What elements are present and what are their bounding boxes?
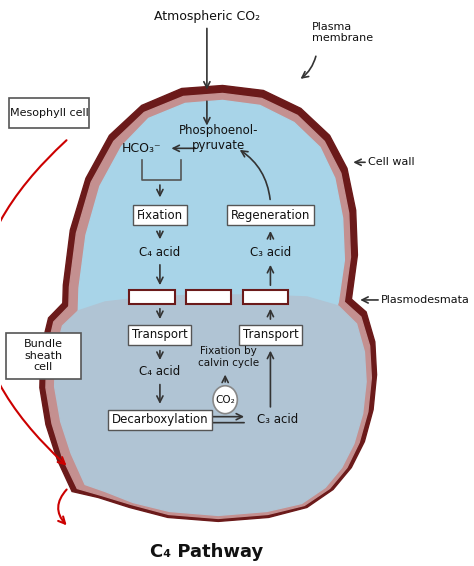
Polygon shape — [40, 282, 376, 521]
Text: C₃ acid: C₃ acid — [250, 246, 291, 259]
FancyBboxPatch shape — [9, 98, 90, 128]
Text: Bundle
sheath
cell: Bundle sheath cell — [24, 339, 63, 372]
Text: CO₂: CO₂ — [215, 395, 235, 405]
Text: HCO₃⁻: HCO₃⁻ — [122, 142, 162, 155]
Text: Mesophyll cell: Mesophyll cell — [10, 109, 89, 118]
Text: Decarboxylation: Decarboxylation — [111, 413, 208, 426]
Text: C₄ Pathway: C₄ Pathway — [150, 543, 264, 561]
FancyArrowPatch shape — [58, 490, 67, 524]
Text: Transport: Transport — [243, 328, 298, 341]
Text: Fixation by
calvin cycle: Fixation by calvin cycle — [198, 346, 259, 368]
Text: Plasmodesmata: Plasmodesmata — [381, 295, 470, 305]
Text: C₄ acid: C₄ acid — [139, 246, 181, 259]
Polygon shape — [46, 288, 371, 518]
FancyBboxPatch shape — [186, 290, 231, 304]
FancyArrowPatch shape — [0, 140, 66, 464]
FancyBboxPatch shape — [129, 290, 175, 304]
Polygon shape — [68, 93, 350, 487]
Text: Transport: Transport — [132, 328, 188, 341]
Text: Plasma
membrane: Plasma membrane — [312, 22, 374, 44]
Polygon shape — [55, 295, 366, 516]
Text: Atmospheric CO₂: Atmospheric CO₂ — [154, 10, 260, 23]
Text: Cell wall: Cell wall — [368, 157, 414, 168]
Text: Fixation: Fixation — [137, 209, 183, 222]
Text: Phosphoenol-
pyruvate: Phosphoenol- pyruvate — [178, 125, 258, 152]
Circle shape — [213, 386, 237, 414]
Text: C₄ acid: C₄ acid — [139, 365, 181, 378]
FancyBboxPatch shape — [6, 333, 81, 379]
FancyBboxPatch shape — [243, 290, 288, 304]
Text: Regeneration: Regeneration — [231, 209, 310, 222]
Polygon shape — [62, 85, 357, 491]
Polygon shape — [77, 100, 345, 482]
Text: C₃ acid: C₃ acid — [257, 413, 298, 426]
